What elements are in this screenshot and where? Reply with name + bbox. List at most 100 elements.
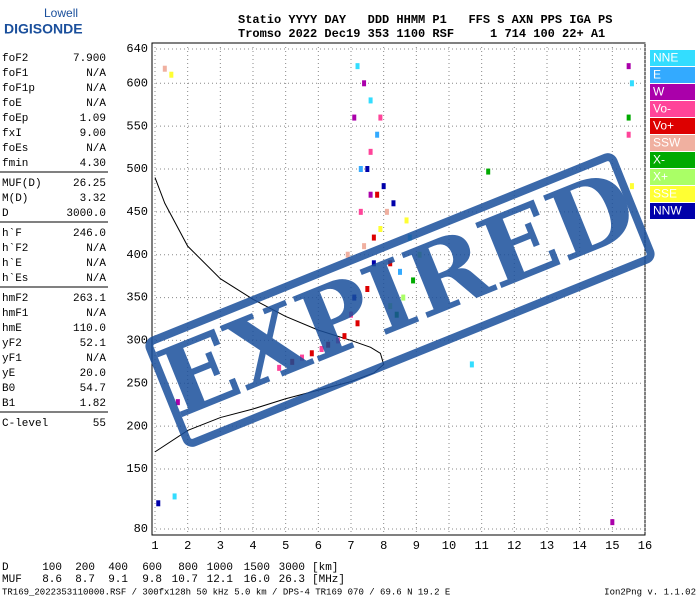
x-tick-label: 4 (249, 539, 256, 553)
echo-point (629, 183, 634, 190)
y-tick-label: 80 (134, 522, 148, 536)
param-value: 52.1 (80, 338, 107, 350)
muf-cell: 100 (42, 562, 62, 574)
echo-point (300, 354, 304, 361)
echo-point (626, 114, 631, 121)
echo-point (378, 226, 383, 232)
echo-point (391, 200, 396, 207)
echo-point (469, 361, 474, 368)
echo-point (417, 251, 422, 258)
echo-point (626, 131, 631, 138)
echo-point (358, 208, 363, 215)
echo-point (626, 63, 631, 70)
y-tick-label: 350 (126, 291, 148, 305)
legend-swatch (650, 169, 695, 185)
stamp-border (145, 153, 655, 447)
stamp: EXPIRED (144, 148, 655, 447)
param-name: M(D) (2, 193, 28, 205)
param-name: hmF1 (2, 308, 29, 320)
param-value: 246.0 (73, 228, 106, 240)
muf-cell: 3000 (279, 562, 305, 574)
x-tick-label: 12 (507, 539, 521, 553)
param-name: h`Es (2, 272, 28, 285)
param-value: N/A (86, 98, 106, 110)
echo-point (349, 311, 353, 318)
echo-point (629, 80, 634, 87)
param-value: N/A (86, 353, 106, 365)
echo-point (355, 63, 360, 70)
logo-top: Lowell (44, 6, 78, 20)
echo-point (371, 260, 376, 267)
profile-line (154, 177, 385, 453)
echo-point (156, 500, 161, 507)
param-value: 1.09 (80, 113, 106, 125)
echo-point (371, 234, 376, 241)
param-name: MUF(D) (2, 178, 42, 190)
param-name: foF1 (2, 68, 29, 80)
param-value: 3000.0 (66, 208, 106, 220)
echo-point (368, 148, 373, 155)
echo-point (352, 114, 357, 121)
echo-point (404, 217, 409, 224)
muf-cell: 1500 (244, 562, 270, 574)
echo-point (388, 303, 393, 310)
legend-label: X+ (653, 170, 668, 184)
x-tick-label: 10 (442, 539, 456, 553)
legend-label: X- (653, 153, 665, 167)
echo-point (368, 97, 373, 104)
y-tick-label: 300 (126, 334, 148, 348)
param-value: 110.0 (73, 323, 106, 335)
param-name: foF1p (2, 83, 35, 95)
param-name: h`E (2, 257, 22, 270)
echo-point (169, 71, 174, 78)
param-name: yF2 (2, 338, 22, 350)
param-name: fxI (2, 128, 22, 140)
echo-point (290, 358, 295, 365)
param-value: N/A (86, 243, 106, 255)
x-tick-label: 1 (151, 539, 158, 553)
muf-cell: 400 (108, 562, 128, 574)
echo-point (610, 519, 615, 526)
echo-point (345, 251, 350, 258)
x-tick-label: 15 (605, 539, 619, 553)
param-value: 26.25 (73, 178, 106, 190)
echo-point (175, 399, 180, 406)
echo-point (411, 277, 416, 284)
legend-label: NNW (653, 204, 682, 218)
echo-point (388, 260, 393, 267)
muf-cell: 800 (178, 562, 198, 574)
echo-point (381, 183, 386, 190)
echo-point (355, 320, 360, 327)
echo-point (342, 333, 347, 340)
param-name: foE (2, 98, 22, 110)
param-value: N/A (86, 308, 106, 320)
plot-frame (151, 42, 646, 536)
param-value: 4.30 (80, 158, 106, 170)
param-value: 9.00 (80, 128, 106, 140)
param-value: 55 (93, 418, 106, 430)
echo-point (375, 191, 380, 198)
echo-point (486, 168, 491, 175)
y-tick-label: 640 (126, 42, 148, 56)
echo-point (365, 286, 370, 292)
y-tick-label: 500 (126, 162, 148, 176)
muf-cell: 600 (142, 562, 162, 574)
x-tick-label: 16 (638, 539, 652, 553)
echo-point (162, 65, 167, 72)
logo-bottom: DIGISONDE (4, 21, 83, 37)
echo-point (319, 346, 324, 352)
legend-swatch (650, 203, 695, 219)
x-tick-label: 7 (347, 539, 354, 553)
legend-label: SSW (653, 136, 681, 150)
echo-point (362, 80, 367, 87)
muf-cell: 16.0 (244, 574, 270, 586)
param-value: 7.900 (73, 53, 106, 65)
muf-cell: 9.1 (108, 574, 128, 586)
param-name: C-level (2, 418, 48, 430)
param-name: yF1 (2, 353, 22, 365)
param-name: yE (2, 368, 16, 380)
param-value: 3.32 (80, 193, 106, 205)
param-value: 20.0 (80, 368, 106, 380)
legend-swatch (650, 84, 695, 100)
